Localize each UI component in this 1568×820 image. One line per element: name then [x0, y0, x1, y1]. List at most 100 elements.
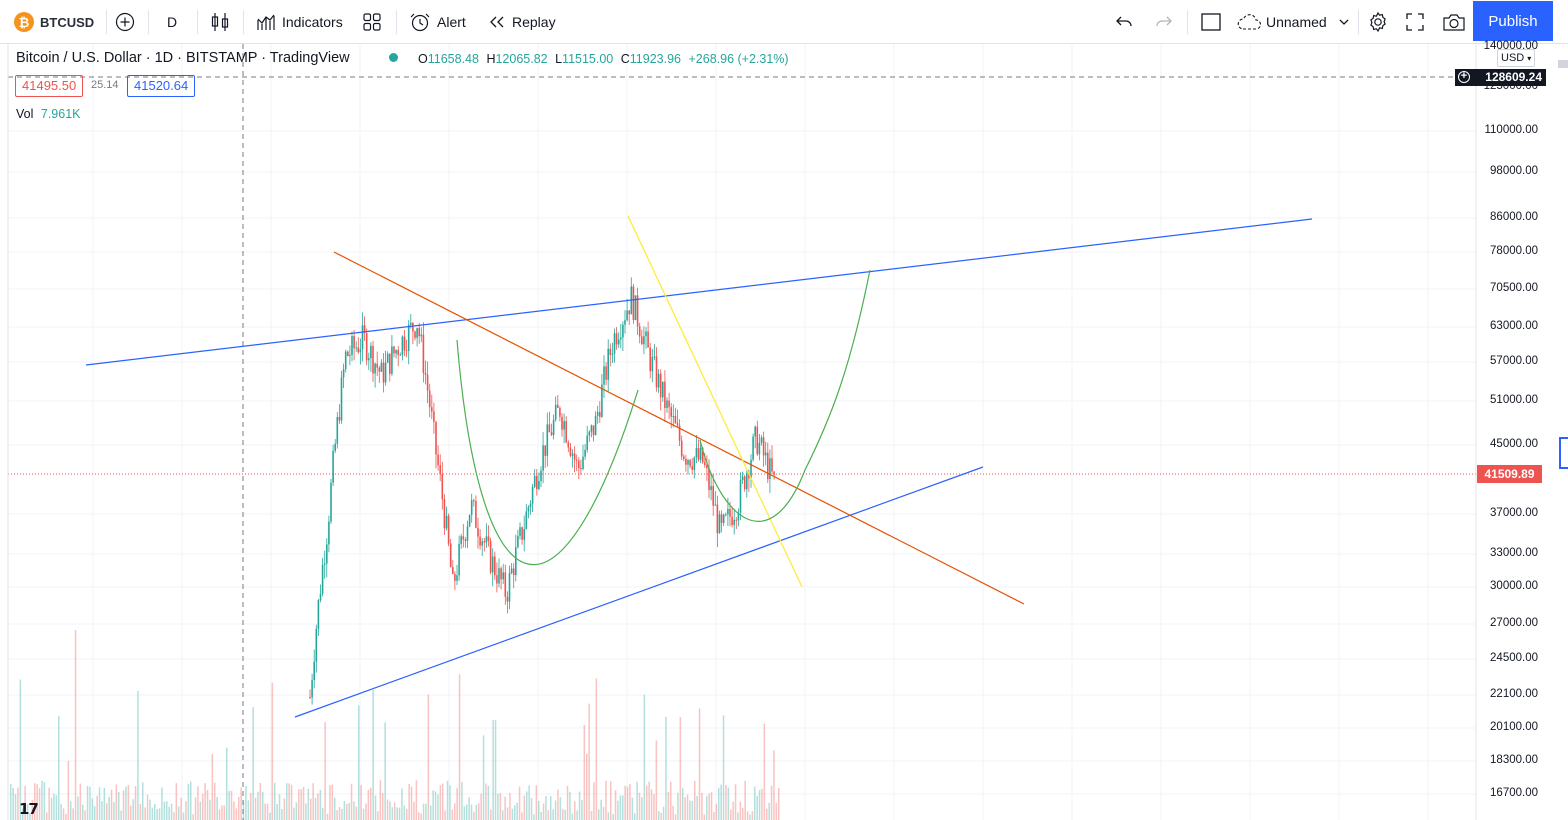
right-panel-toggle[interactable] [1559, 437, 1568, 469]
close-value: 11923.96 [629, 52, 681, 66]
candle-body [445, 515, 448, 529]
candle-body [370, 345, 372, 359]
buy-price-button[interactable]: 41520.64 [127, 75, 196, 97]
candle-body [422, 334, 425, 373]
candle-body [317, 600, 320, 629]
price-chart[interactable] [0, 44, 1568, 820]
candle-body [689, 460, 691, 467]
save-layout-button[interactable]: Unnamed [1236, 0, 1349, 44]
add-price-line-icon[interactable]: + [1458, 71, 1470, 83]
undo-icon [1116, 16, 1132, 27]
volume-value: 7.961K [40, 107, 81, 121]
candle-body [731, 516, 733, 525]
volume-bar [206, 789, 209, 820]
volume-bar [739, 801, 742, 820]
candle-body [405, 350, 408, 352]
settings-button[interactable] [1367, 0, 1389, 44]
volume-bar [742, 807, 744, 820]
volume-bar [442, 783, 444, 820]
market-status-icon[interactable] [389, 53, 398, 62]
currency-selector[interactable]: USD ▾ [1497, 49, 1536, 67]
templates-button[interactable] [362, 0, 382, 44]
candle-body [615, 333, 618, 345]
volume-bar [706, 796, 708, 820]
volume-bar [86, 785, 89, 820]
layout-selector-button[interactable] [1200, 0, 1222, 44]
volume-bar [650, 789, 653, 820]
candle-body [760, 437, 763, 443]
bitcoin-logo-icon: ₿ [14, 12, 34, 32]
undo-button[interactable] [1115, 0, 1135, 44]
volume-bar [485, 783, 487, 820]
candle-body [536, 475, 538, 490]
chart-style-button[interactable] [210, 0, 230, 44]
symbol-search-button[interactable]: ₿ BTCUSD [14, 0, 94, 44]
snapshot-button[interactable] [1442, 0, 1466, 44]
series-title: Bitcoin / U.S. Dollar · 1D · BITSTAMP · … [16, 50, 350, 66]
volume-bar [106, 803, 108, 820]
publish-button[interactable]: Publish [1473, 1, 1553, 41]
handle-arc[interactable] [699, 269, 871, 522]
volume-bar [218, 809, 221, 820]
candle-body [645, 331, 647, 337]
toolbar-divider [106, 10, 107, 34]
volume-bar [91, 798, 94, 820]
volume-bar [29, 813, 31, 820]
candle-body [410, 322, 412, 325]
lower-trendline[interactable] [294, 466, 984, 718]
candle-body [313, 661, 315, 680]
volume-bar [744, 780, 746, 820]
volume-bar [154, 803, 156, 820]
candle-body [374, 363, 376, 374]
volume-bar [691, 800, 694, 820]
descending-trendline[interactable] [333, 251, 1025, 605]
candle-body [487, 536, 490, 541]
candle-body [496, 575, 498, 584]
candle-body [428, 390, 431, 408]
candle-body [712, 485, 714, 506]
candle-body [741, 476, 744, 481]
candle-body [605, 366, 607, 380]
price-axis-tick: 98000.00 [1490, 165, 1538, 177]
volume-bar [278, 794, 281, 820]
volume-bar [158, 808, 161, 820]
candle-body [500, 568, 502, 580]
interval-button[interactable]: D [167, 0, 177, 44]
volume-bar [67, 760, 70, 820]
volume-bar [598, 809, 600, 820]
volume-bar [396, 807, 398, 820]
volume-bar [185, 801, 187, 820]
candle-body [403, 336, 406, 351]
fullscreen-button[interactable] [1405, 0, 1425, 44]
candle-body [456, 575, 458, 581]
volume-bar [77, 796, 79, 820]
candle-body [477, 527, 479, 537]
candle-body [680, 440, 683, 457]
volume-bar [221, 805, 223, 820]
alert-button[interactable]: Alert [409, 0, 466, 44]
candle-body [523, 528, 525, 540]
price-axis-tick: 22100.00 [1490, 688, 1538, 700]
cup-arc[interactable] [456, 339, 639, 566]
candle-body [426, 374, 429, 391]
volume-bar [36, 784, 38, 820]
volume-bar [557, 789, 559, 820]
upper-trendline[interactable] [85, 218, 1313, 366]
steep-trendline[interactable] [627, 215, 803, 588]
volume-bar [758, 789, 761, 820]
candle-body [391, 346, 393, 374]
volume-bar [552, 809, 554, 820]
volume-bar [250, 793, 252, 820]
volume-bar [526, 791, 528, 820]
right-panel-handle[interactable] [1558, 60, 1568, 68]
redo-button[interactable] [1153, 0, 1173, 44]
redo-icon [1156, 16, 1172, 27]
compare-symbol-button[interactable] [115, 0, 135, 44]
indicators-button[interactable]: Indicators [256, 0, 343, 44]
volume-bar [103, 787, 106, 820]
tradingview-logo[interactable]: 𝟭𝟳 [19, 801, 39, 818]
sell-price-button[interactable]: 41495.50 [15, 75, 84, 97]
replay-button[interactable]: Replay [488, 0, 556, 44]
candle-body [380, 362, 383, 372]
volume-bar [521, 812, 523, 820]
